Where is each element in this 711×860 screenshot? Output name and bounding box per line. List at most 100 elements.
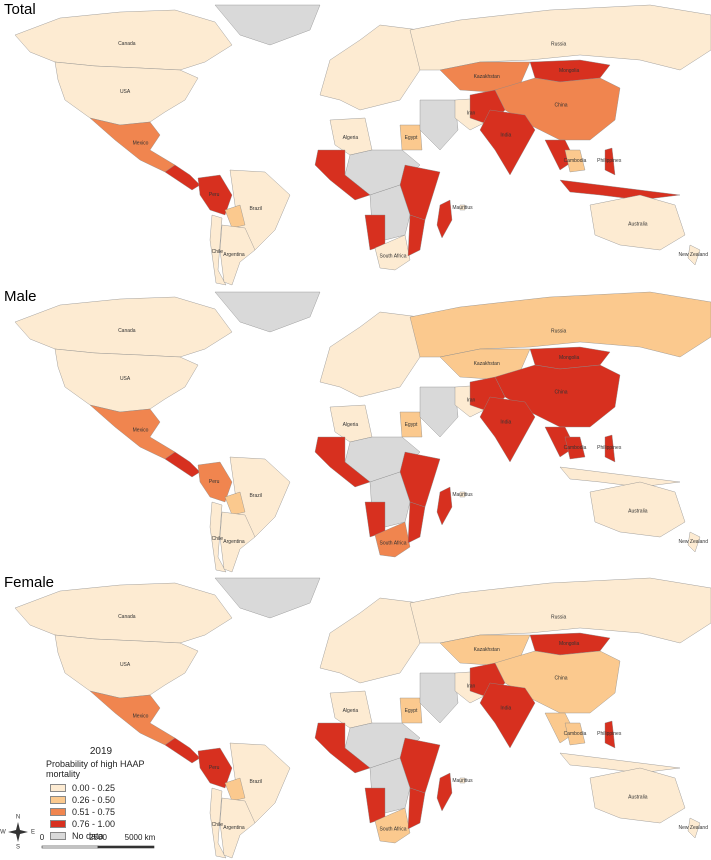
country-label: Iran	[467, 684, 476, 690]
country-label: Cambodia	[564, 731, 587, 737]
region	[459, 491, 466, 498]
region	[409, 291, 711, 358]
region	[54, 634, 199, 699]
region	[419, 99, 459, 151]
country-label: Philippines	[597, 445, 622, 451]
region	[559, 752, 681, 774]
region	[209, 787, 227, 859]
legend-item: 0.26 - 0.50	[50, 794, 156, 806]
region	[197, 747, 233, 789]
country-label: Mexico	[133, 713, 149, 719]
region	[314, 149, 371, 201]
region	[374, 521, 411, 558]
country-label: Australia	[628, 795, 648, 801]
map-panel: Female Canada USA Mexico Brazil Peru Chile Arge…	[4, 574, 711, 859]
country-label: New Zealand	[679, 252, 709, 258]
country-label: Russia	[551, 42, 567, 48]
country-label: Chile	[212, 249, 224, 255]
region	[214, 577, 321, 619]
legend-swatch	[50, 796, 66, 804]
legend-subtitle: Probability of high HAAP mortality	[46, 759, 145, 779]
region	[479, 682, 536, 749]
country-label: Mauritius	[452, 205, 473, 211]
region	[219, 511, 256, 573]
scale-bar-segment	[41, 845, 99, 849]
country-label: India	[500, 705, 511, 711]
legend-label: 0.26 - 0.50	[72, 795, 116, 805]
region	[214, 4, 321, 46]
compass-letter: N	[16, 815, 20, 821]
legend-rows: 0.00 - 0.25 0.26 - 0.50 0.51 - 0.75 0.76 - …	[46, 782, 156, 842]
legend-item: 0.51 - 0.75	[50, 806, 156, 818]
region	[399, 697, 423, 724]
region	[314, 436, 371, 488]
country-label: China	[554, 102, 567, 108]
legend-label: 0.00 - 0.25	[72, 783, 116, 793]
region	[407, 787, 426, 830]
country-label: Brazil	[249, 779, 262, 785]
panel-title: Female	[4, 574, 54, 591]
country-label: Iran	[467, 398, 476, 404]
country-label: Australia	[628, 222, 648, 228]
region	[589, 481, 686, 538]
region	[319, 311, 421, 398]
region	[219, 797, 256, 859]
region	[209, 501, 227, 573]
country-label: Australia	[628, 509, 648, 515]
scale-label: 2500	[89, 833, 107, 842]
region	[409, 577, 711, 644]
region	[687, 531, 701, 553]
compass-rose	[8, 822, 28, 842]
country-label: South Africa	[380, 541, 407, 547]
country-label: Kazakhstan	[474, 361, 500, 367]
legend-label: 0.51 - 0.75	[72, 807, 116, 817]
region	[436, 772, 453, 812]
region	[214, 291, 321, 333]
region	[54, 348, 199, 413]
country-label: South Africa	[380, 827, 407, 833]
country-label: Peru	[209, 479, 220, 485]
country-label: Cambodia	[564, 158, 587, 164]
map-panel: Male Canada USA Mexico Brazil Peru Chile Argent…	[4, 288, 711, 573]
region	[589, 194, 686, 251]
region	[164, 451, 201, 478]
region	[559, 179, 681, 201]
region	[604, 434, 616, 463]
region	[419, 672, 459, 724]
country-label: Cambodia	[564, 445, 587, 451]
country-label: Algeria	[343, 135, 359, 141]
region	[197, 461, 233, 503]
country-label: Mauritius	[452, 492, 473, 498]
compass-letter: E	[31, 830, 35, 836]
country-label: Mexico	[133, 140, 149, 146]
region	[564, 722, 586, 746]
region	[164, 164, 201, 191]
legend-swatch	[50, 784, 66, 792]
region	[687, 244, 701, 266]
country-label: Argentina	[223, 252, 245, 258]
region	[224, 777, 246, 802]
country-label: Mexico	[133, 427, 149, 433]
compass-letter: S	[16, 845, 20, 851]
country-label: Russia	[551, 329, 567, 335]
legend-item: 0.00 - 0.25	[50, 782, 156, 794]
region	[319, 597, 421, 684]
country-label: South Africa	[380, 254, 407, 260]
region	[407, 214, 426, 257]
legend-swatch	[50, 808, 66, 816]
country-label: Kazakhstan	[474, 647, 500, 653]
country-label: Iran	[467, 111, 476, 117]
country-label: USA	[120, 89, 131, 95]
region	[399, 124, 423, 151]
region	[604, 720, 616, 749]
country-label: Mongolia	[559, 355, 580, 361]
compass: N E S W	[0, 815, 35, 851]
region	[436, 486, 453, 526]
region	[89, 117, 176, 173]
region	[459, 777, 466, 784]
region	[604, 147, 616, 176]
country-label: Chile	[212, 822, 224, 828]
region	[589, 767, 686, 824]
